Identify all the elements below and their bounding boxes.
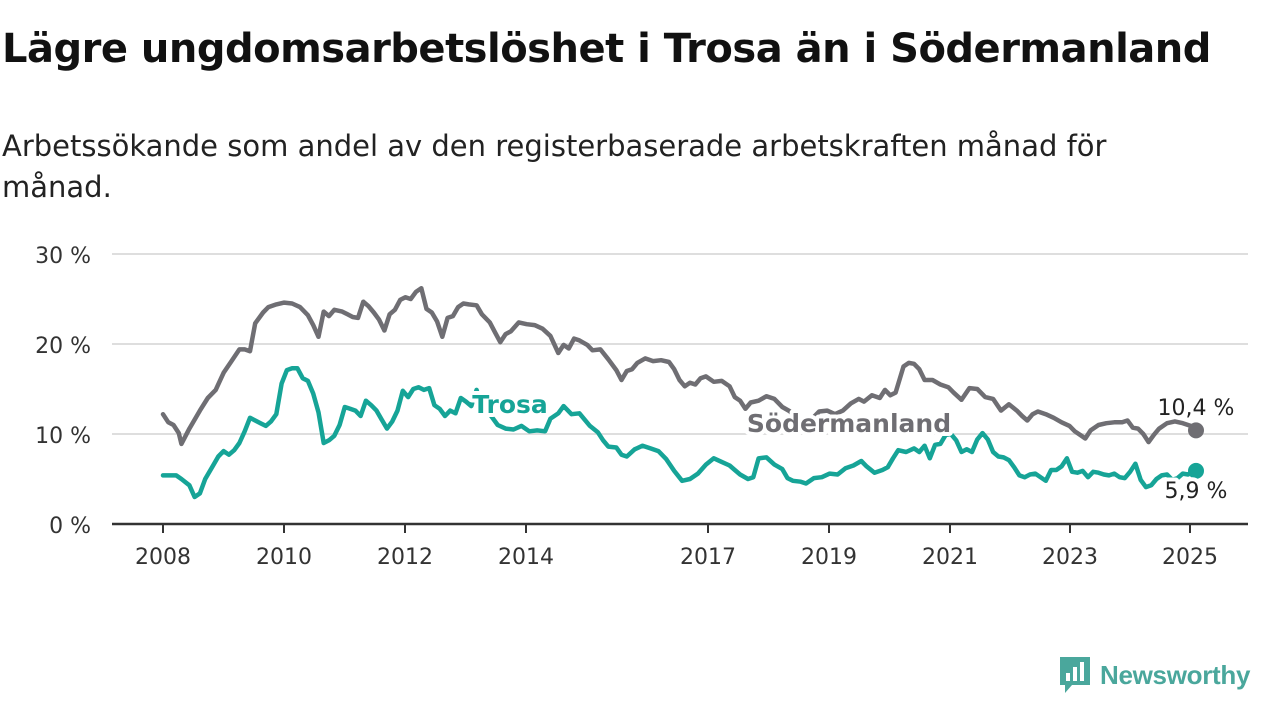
newsworthy-brand: Newsworthy — [1058, 653, 1250, 697]
series-label-sodermanland: Södermanland — [747, 409, 951, 438]
end-marker-södermanland — [1188, 422, 1204, 439]
end-marker-trosa — [1188, 462, 1204, 479]
series-label-sodermanland-halo: Södermanland — [747, 409, 951, 438]
series-label-trosa: Trosa — [472, 390, 548, 419]
y-tick-label: 20 % — [35, 334, 91, 359]
series-line-södermanland — [160, 285, 1199, 447]
grid-lines — [112, 253, 1248, 526]
end-value-label-sodermanland: 10,4 % — [1158, 396, 1235, 421]
x-axis-ticks: 2008 2010 2012 2014 2017 2019 2021 2023 2025 — [135, 524, 1218, 570]
x-tick-label: 2023 — [1042, 545, 1098, 570]
y-tick-label: 0 % — [49, 514, 91, 539]
y-tick-label: 30 % — [35, 244, 91, 269]
brand-name: Newsworthy — [1100, 659, 1251, 690]
x-tick-label: 2019 — [801, 545, 857, 570]
x-tick-label: 2021 — [922, 545, 978, 570]
y-axis-ticks: 0 % 10 % 20 % 30 % — [35, 244, 91, 539]
x-tick-label: 2017 — [680, 545, 736, 570]
series-lines — [160, 285, 1199, 500]
series-line-trosa — [160, 366, 1199, 500]
x-tick-label: 2010 — [256, 545, 312, 570]
series-label-trosa-halo: Trosa — [472, 390, 548, 419]
newsworthy-logo-icon — [1060, 657, 1090, 693]
chart-subtitle: Arbetssökande som andel av den registerb… — [2, 129, 1107, 204]
page-title: Lägre ungdomsarbetslöshet i Trosa än i S… — [2, 26, 1211, 72]
x-tick-label: 2025 — [1162, 545, 1218, 570]
end-value-label-trosa-halo: 5,9 % — [1165, 479, 1228, 504]
end-value-label-sodermanland-halo: 10,4 % — [1158, 396, 1235, 421]
x-tick-label: 2008 — [135, 545, 191, 570]
x-tick-label: 2014 — [498, 545, 554, 570]
end-markers — [1188, 422, 1204, 479]
end-value-label-trosa: 5,9 % — [1165, 479, 1228, 504]
y-tick-label: 10 % — [35, 424, 91, 449]
x-tick-label: 2012 — [377, 545, 433, 570]
